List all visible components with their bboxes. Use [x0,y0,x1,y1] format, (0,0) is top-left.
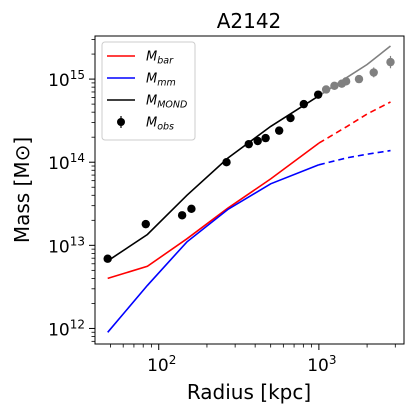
plot-frame [94,35,405,345]
x-tick-label: 102 [147,353,176,376]
y-axis-ticks: 1012 1013 1014 1015 [48,39,95,342]
data-point [386,57,395,67]
data-point [321,85,331,94]
data-point [222,158,231,167]
data-point [286,113,295,123]
x-tick-label: 103 [307,353,336,376]
data-point [354,74,364,84]
x-axis-label: Radius [kpc] [187,380,311,404]
data-point [341,77,351,86]
data-point [187,204,196,214]
data-point [253,136,262,146]
data-point [369,68,378,77]
data-point [299,99,308,109]
y-tick-label: 1012 [48,317,85,340]
chart-title: A2142 [217,9,282,33]
y-tick-label: 1014 [48,151,85,174]
series-line [107,164,320,333]
legend-label: MMOND [146,94,187,111]
y-tick-label: 1015 [48,68,85,91]
data-point [141,219,150,229]
legend-label: Mmm [146,72,176,89]
data-point [274,126,284,135]
data-point [103,254,112,263]
legend-label: Mbar [146,50,174,67]
series-line [107,142,320,280]
series-line [107,95,320,262]
series-line [318,101,391,144]
data-point [177,211,187,220]
y-tick-label: 1013 [48,234,85,257]
data-point [313,90,323,99]
x-axis-ticks: 102 103 [110,344,396,376]
plot-area [103,45,395,333]
legend-frame [101,41,196,141]
data-point [244,139,253,149]
series-line [318,149,391,166]
legend-label: Mobs [146,116,174,133]
data-point [261,133,270,143]
data-point [330,81,339,91]
y-axis-label: Mass [M⊙] [10,137,34,243]
legend: Mbar Mmm MMOND Mobs [101,41,196,141]
legend-marker [117,118,125,126]
